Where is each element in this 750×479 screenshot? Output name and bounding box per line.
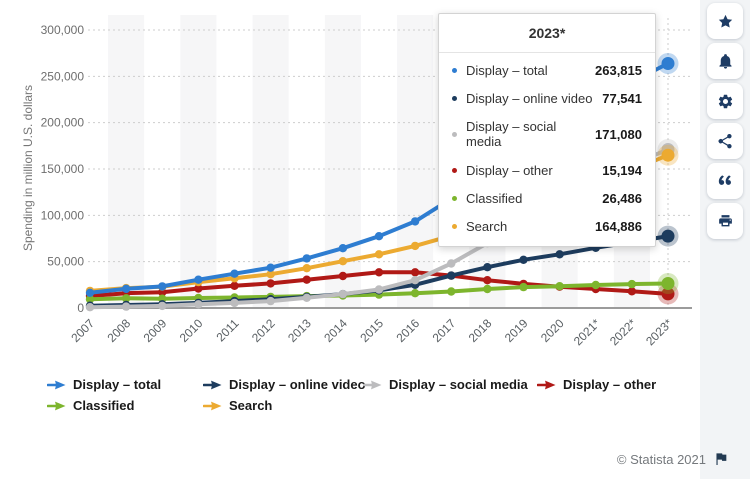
svg-text:2008: 2008	[104, 316, 133, 345]
svg-text:2020: 2020	[538, 316, 567, 345]
tooltip-series-value: 263,815	[595, 62, 642, 78]
tooltip-series-value: 15,194	[602, 162, 642, 178]
svg-text:2012: 2012	[249, 316, 278, 345]
svg-text:2022*: 2022*	[607, 316, 639, 348]
action-rail	[700, 0, 750, 479]
legend-item-display-social-media[interactable]: Display – social media	[363, 377, 528, 392]
data-point-highlight[interactable]	[661, 148, 675, 162]
quote-button[interactable]	[707, 163, 743, 199]
svg-text:2021*: 2021*	[571, 316, 603, 348]
tooltip-series-value: 77,541	[602, 90, 642, 106]
series-bullet-icon	[452, 167, 457, 173]
legend-label: Display – social media	[389, 377, 528, 392]
legend-marker-icon	[203, 401, 222, 410]
star-button[interactable]	[707, 3, 743, 39]
legend-marker-icon	[47, 401, 66, 410]
share-button[interactable]	[707, 123, 743, 159]
series-bullet-icon	[452, 195, 457, 201]
data-point-highlight[interactable]	[661, 229, 675, 243]
svg-text:300,000: 300,000	[41, 23, 85, 37]
svg-text:150,000: 150,000	[41, 162, 85, 176]
svg-text:2009: 2009	[141, 316, 170, 345]
tooltip-row: Display – online video 77,541	[452, 91, 642, 106]
series-bullet-icon	[452, 131, 457, 137]
flag-icon[interactable]	[713, 451, 729, 467]
tooltip-title: 2023*	[439, 14, 655, 53]
legend-label: Classified	[73, 398, 135, 413]
tooltip-row: Display – other 15,194	[452, 163, 642, 178]
data-point-highlight[interactable]	[661, 277, 675, 290]
tooltip-series-label: Display – online video	[466, 90, 593, 106]
quote-icon	[718, 174, 731, 185]
legend-label: Display – total	[73, 377, 162, 392]
series-bullet-icon	[452, 95, 457, 101]
legend-item-search[interactable]: Search	[203, 398, 272, 413]
legend-item-display-online-video[interactable]: Display – online video	[203, 377, 366, 392]
tooltip-row: Search 164,886	[452, 219, 642, 234]
y-axis-labels: 0 50,000 100,000 150,000 200,000 250,000 300,0…	[41, 23, 85, 315]
svg-text:250,000: 250,000	[41, 69, 85, 83]
tooltip-series-label: Display – social media	[466, 119, 557, 150]
tooltip-series-label: Classified	[466, 190, 523, 206]
tooltip-series-value: 26,486	[602, 190, 642, 206]
tooltip-series-value: 164,886	[595, 219, 642, 235]
svg-text:2007: 2007	[68, 316, 97, 345]
tooltip-series-label: Display – other	[466, 162, 553, 178]
tooltip-row: Display – total 263,815	[452, 63, 642, 78]
share-icon	[718, 133, 732, 148]
legend-marker-icon	[203, 380, 222, 389]
svg-text:2011: 2011	[213, 316, 241, 344]
svg-text:2017: 2017	[430, 316, 459, 345]
legend-item-classified[interactable]: Classified	[47, 398, 134, 413]
bell-button[interactable]	[707, 43, 743, 79]
tooltip-row: Classified 26,486	[452, 191, 642, 206]
tooltip-rows: Display – total 263,815 Display – online v…	[439, 53, 655, 246]
y-axis-title: Spending in million U.S. dollars	[21, 85, 35, 251]
legend-label: Search	[229, 398, 273, 413]
legend-marker-icon	[363, 380, 382, 389]
svg-text:50,000: 50,000	[47, 255, 84, 269]
bell-icon	[718, 53, 732, 69]
legend-item-display-other[interactable]: Display – other	[537, 377, 656, 392]
print-button[interactable]	[707, 203, 743, 239]
gear-button[interactable]	[707, 83, 743, 119]
data-point-highlight[interactable]	[661, 57, 675, 70]
svg-text:2023*: 2023*	[643, 316, 675, 348]
print-icon	[718, 214, 732, 226]
tooltip-series-label: Display – total	[466, 62, 548, 78]
svg-text:2015: 2015	[357, 316, 386, 345]
data-point-highlight[interactable]	[661, 287, 675, 301]
svg-text:2018: 2018	[466, 316, 495, 345]
chart-tooltip: 2023* Display – total 263,815 Display – on…	[438, 13, 656, 247]
gear-icon	[718, 94, 732, 108]
svg-text:2019: 2019	[502, 316, 531, 345]
series-bullet-icon	[452, 224, 457, 230]
svg-text:200,000: 200,000	[41, 116, 85, 130]
svg-text:2016: 2016	[393, 316, 422, 345]
tooltip-series-value: 171,080	[595, 126, 642, 142]
svg-text:2010: 2010	[177, 316, 206, 345]
legend-item-display-total[interactable]: Display – total	[47, 377, 161, 392]
svg-text:100,000: 100,000	[41, 208, 85, 222]
svg-text:2013: 2013	[285, 316, 314, 345]
legend-marker-icon	[47, 380, 66, 389]
svg-text:2014: 2014	[321, 316, 350, 345]
tooltip-series-label: Search	[466, 219, 508, 235]
series-bullet-icon	[452, 67, 457, 73]
tooltip-row: Display – social media 171,080	[452, 119, 642, 149]
legend-label: Display – online video	[229, 377, 366, 392]
svg-text:0: 0	[77, 301, 84, 315]
gridlines	[88, 18, 692, 308]
legend-marker-icon	[537, 380, 556, 389]
legend-label: Display – other	[563, 377, 657, 392]
x-axis-labels: 2007 2008 2009 2010 2011 2012 2013 2014 2015 2016…	[68, 316, 675, 348]
star-icon	[718, 14, 732, 28]
copyright-label: © Statista 2021	[616, 452, 706, 467]
